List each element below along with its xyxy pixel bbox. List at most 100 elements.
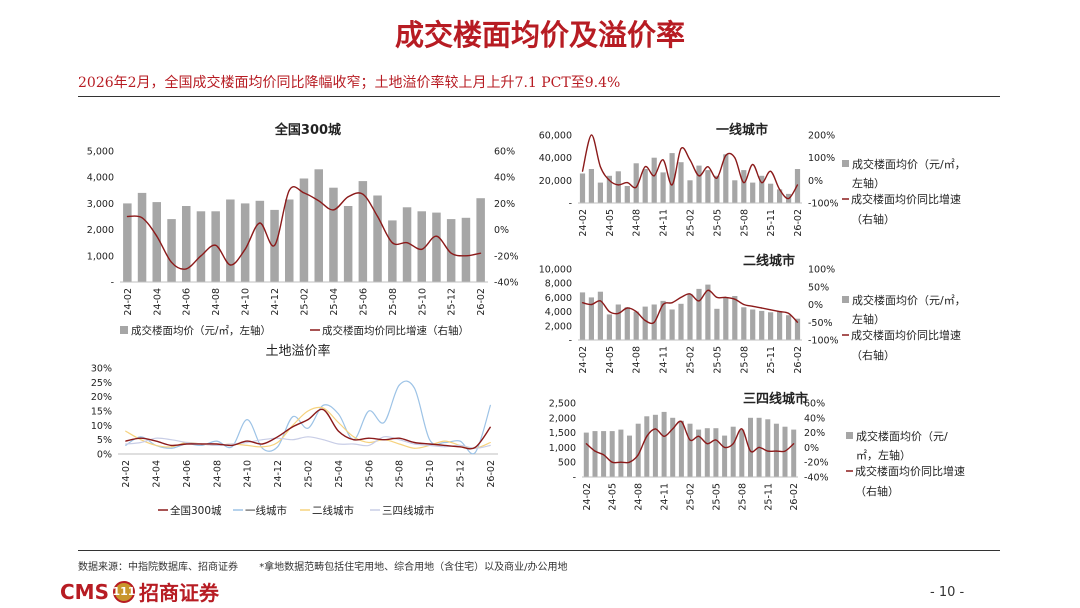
series-point (398, 384, 400, 386)
y-tick-label: - (569, 336, 572, 347)
x-tick-label: 25-08 (737, 483, 748, 511)
bar-mark (167, 219, 176, 282)
series-point (444, 446, 446, 448)
bar-mark (759, 310, 765, 340)
x-tick-label: 25-10 (425, 460, 436, 488)
bar-mark (651, 157, 657, 203)
bar-mark (678, 303, 684, 340)
yoy-point (628, 461, 631, 463)
y2-tick-label: -20% (494, 251, 519, 262)
y-tick-label: 10,000 (539, 265, 572, 276)
yoy-point (581, 302, 584, 304)
y-tick-label: 60,000 (539, 131, 572, 142)
x-tick-label: 25-08 (395, 460, 406, 488)
series-point (322, 409, 324, 411)
x-tick-label: 25-10 (417, 288, 428, 316)
yoy-point (599, 166, 601, 168)
y2-tick-label: -100% (808, 336, 839, 347)
yoy-point (585, 443, 587, 445)
chart-title: 二线城市 (743, 253, 795, 269)
series-point (459, 444, 461, 446)
bar-mark (592, 431, 598, 477)
yoy-point (620, 461, 622, 463)
series-point (307, 427, 309, 429)
x-tick-label: 24-02 (121, 460, 132, 488)
legend-label: 二线城市 (312, 504, 354, 517)
bar-mark (722, 435, 728, 477)
series-point (292, 426, 294, 428)
series-point (429, 444, 431, 446)
series-point (185, 443, 187, 445)
yoy-point (770, 309, 772, 311)
series-point (246, 442, 248, 443)
bar-mark (732, 296, 738, 340)
logo-text: CMS (60, 579, 109, 604)
x-tick-label: 25-12 (447, 288, 458, 316)
chart-svg: 三四线城市 - 500 1,000 1,500 2,000 2,500 -40% -20% 0% 2… (549, 391, 965, 511)
x-tick-label: 25-02 (686, 483, 697, 511)
legend-label: 一线城市 (245, 504, 287, 517)
yoy-point (715, 439, 717, 441)
yoy-point (635, 311, 637, 313)
chart-land-premium: 土地溢价率 0% 5% 10% 15% 20% 25% 30% 24-02 24-04 24-06 2… (78, 340, 528, 522)
yoy-point (770, 170, 772, 172)
bar-mark (137, 192, 147, 282)
y-tick-label: 2,500 (549, 399, 576, 410)
yoy-point (303, 192, 305, 194)
chart-svg: 土地溢价率 0% 5% 10% 15% 20% 25% 30% 24-02 24-04 24-06 2… (91, 343, 498, 517)
bar-mark (285, 199, 294, 282)
series-point (307, 419, 309, 421)
chart-title: 全国300城 (274, 122, 341, 138)
bar-mark (642, 306, 648, 340)
series-point (322, 439, 324, 441)
yoy-point (671, 184, 673, 186)
x-tick-label: 25-11 (766, 346, 777, 374)
bar-mark (687, 180, 693, 203)
yoy-point (741, 428, 743, 430)
y-tick-label: 30% (91, 364, 112, 375)
series-point (277, 446, 279, 448)
series-point (368, 444, 370, 446)
yoy-point (716, 296, 718, 298)
yoy-point (590, 303, 592, 306)
x-tick-label: 24-05 (605, 209, 616, 237)
x-tick-label: 24-08 (211, 288, 222, 316)
bar-mark (618, 429, 624, 477)
x-tick-label: 25-08 (388, 288, 399, 316)
series-point (140, 436, 142, 438)
bar-mark (660, 300, 666, 340)
bar-mark (730, 426, 736, 477)
yoy-point (698, 175, 700, 177)
y-tick-label: 0% (97, 450, 112, 461)
bar-mark (329, 187, 338, 282)
legend-bar-label: ㎡，左轴） (856, 448, 911, 462)
x-tick-label: 25-06 (364, 460, 375, 488)
yoy-point (450, 252, 452, 254)
bar-mark (741, 307, 747, 340)
yoy-point (644, 319, 646, 322)
logo-badge-icon: 111 (113, 580, 135, 603)
series-point (337, 422, 339, 423)
series-point (277, 437, 279, 439)
yoy-point (347, 196, 349, 198)
bar-mark (687, 423, 693, 477)
series-point (322, 404, 324, 406)
x-tick-label: 24-02 (578, 346, 589, 374)
series-point (261, 439, 263, 441)
y-tick-label: 5,000 (87, 147, 114, 158)
series-point (170, 447, 172, 449)
legend-bar-label: 左轴） (852, 176, 885, 190)
yoy-point (752, 163, 754, 166)
bar-mark (765, 419, 771, 477)
series-point (307, 436, 309, 438)
series-point (353, 436, 355, 438)
y2-tick-label: 40% (494, 173, 515, 184)
series-point (292, 424, 294, 426)
bar-mark (791, 429, 797, 477)
x-tick-label: 26-02 (793, 209, 804, 237)
legend-bar-label: 成交楼面均价（元/ (856, 429, 948, 443)
legend-line-label: （右轴） (851, 348, 895, 362)
bar-mark (670, 417, 676, 477)
bar-mark (152, 202, 161, 282)
series-point (125, 430, 127, 432)
